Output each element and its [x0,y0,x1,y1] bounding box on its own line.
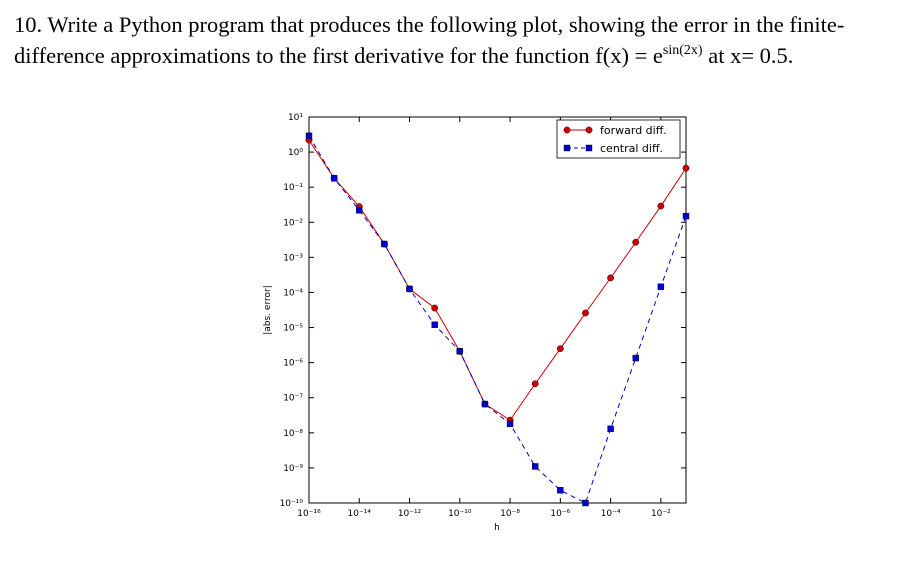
x-tick-label: 10⁻² [651,509,671,519]
x-tick-label: 10⁻⁴ [601,509,621,519]
y-tick-label: 10¹ [288,113,303,123]
y-axis-label: |abs. error| [263,285,273,335]
y-tick-label: 10⁻² [283,218,303,228]
y-tick-label: 10⁻³ [283,253,303,263]
data-point [682,212,690,220]
data-point [481,400,489,408]
legend-marker [563,144,571,152]
x-tick-label: 10⁻⁶ [550,509,570,519]
superscript: sin(2x) [662,43,703,58]
data-point [657,202,665,210]
question-text: at x= 0.5. [702,43,794,68]
data-point [632,354,639,362]
data-point [607,425,614,433]
y-tick-label: 10⁻⁶ [283,359,303,369]
x-tick-label: 10⁻¹² [398,509,422,519]
data-point [330,175,338,182]
x-tick-label: 10⁻¹⁰ [448,509,472,519]
data-point [532,463,539,470]
data-point [582,499,589,507]
question-text: 10. Write a Python program that produces… [14,12,845,37]
question-text: difference approximations to the first d… [14,43,663,68]
data-point [531,380,539,388]
series-line [308,139,687,421]
data-point [431,321,438,328]
x-tick-label: 10⁻⁸ [500,509,520,519]
data-point [657,283,665,290]
x-tick-label: 10⁻¹⁶ [297,509,321,519]
y-tick-label: 10⁰ [288,148,303,158]
y-tick-label: 10⁻¹ [283,183,303,193]
x-tick-label: 10⁻¹⁴ [348,509,372,519]
y-tick-label: 10⁻⁵ [283,324,303,334]
data-point [305,132,313,140]
plot-frame [308,116,687,504]
data-point [381,240,388,248]
data-point [632,238,640,246]
y-tick-label: 10⁻⁷ [283,394,303,404]
data-point [431,304,439,312]
legend-box [556,119,681,159]
data-point [556,345,564,353]
y-tick-label: 10⁻¹⁰ [280,499,304,509]
legend-label: central diff. [600,142,663,155]
data-point [582,309,589,317]
data-point [682,164,690,172]
y-tick-label: 10⁻⁸ [283,429,303,439]
data-point [607,274,614,282]
question-line: 10. Write a Python program that produces… [14,12,845,37]
data-point [456,348,463,355]
question-line: difference approximations to the first d… [14,44,793,68]
data-point [356,207,363,214]
y-tick-label: 10⁻⁴ [283,288,303,298]
legend-marker [585,126,593,134]
y-tick-label: 10⁻⁹ [283,464,303,474]
data-point [406,285,413,293]
legend-marker [585,144,593,152]
legend-marker [563,126,571,134]
legend-label: forward diff. [600,124,667,137]
x-axis-label: h [494,523,500,533]
data-point [506,420,514,428]
data-point [557,487,564,494]
series-line [308,135,687,504]
